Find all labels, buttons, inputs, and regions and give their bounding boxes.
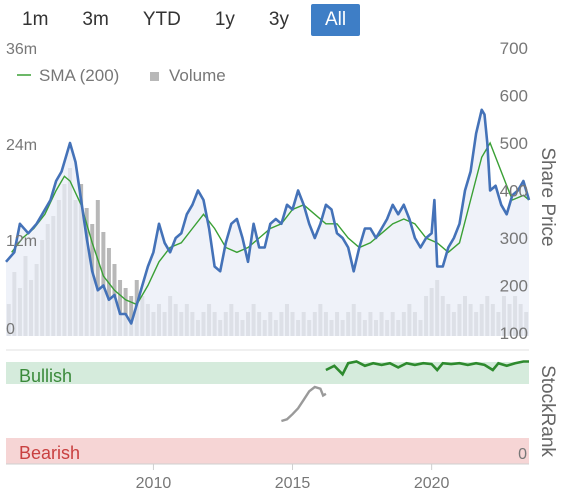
- share-price-axis-title: Share Price: [537, 147, 558, 246]
- volume-tick-24m: 24m: [6, 137, 37, 154]
- sma-legend-label[interactable]: SMA (200): [39, 66, 119, 85]
- price-tick-700: 700: [500, 39, 528, 58]
- x-tick-2015: 2015: [275, 475, 311, 491]
- series-lines: [5, 108, 531, 423]
- volume-tick-12m: 12m: [6, 233, 37, 250]
- price-area-fill: [6, 109, 529, 336]
- volume-legend-swatch: [150, 72, 159, 81]
- price-tick-400: 400: [500, 182, 528, 201]
- volume-bar-21: [123, 288, 128, 336]
- price-tick-600: 600: [500, 87, 528, 106]
- volume-bar-18: [106, 248, 111, 336]
- range-button-3m[interactable]: 3m: [70, 4, 120, 36]
- price-tick-300: 300: [500, 229, 528, 248]
- stockrank-zero-label: 0: [518, 446, 527, 463]
- volume-tick-36m: 36m: [6, 41, 37, 58]
- price-area: [6, 109, 529, 336]
- bearish-label: Bearish: [19, 443, 80, 463]
- stockrank-line: [325, 360, 529, 377]
- range-button-1m[interactable]: 1m: [10, 4, 60, 36]
- price-tick-200: 200: [500, 277, 528, 296]
- share-price-line: [5, 108, 531, 325]
- range-button-3y[interactable]: 3y: [257, 4, 301, 36]
- volume-legend-label[interactable]: Volume: [169, 66, 226, 85]
- volume-bar-17: [101, 232, 106, 336]
- bullish-label: Bullish: [19, 366, 72, 386]
- x-tick-2010: 2010: [136, 475, 172, 491]
- price-tick-500: 500: [500, 134, 528, 153]
- stockrank-early-line: [281, 385, 327, 423]
- axis-labels: 100 200 300 400 500 600 700 0 12m 24m 36m 2010 2015 2…: [6, 39, 528, 491]
- volume-tick-0: 0: [6, 321, 15, 338]
- volume-bar-20: [118, 280, 123, 336]
- range-button-all[interactable]: All: [310, 4, 361, 36]
- range-button-1y[interactable]: 1y: [203, 4, 247, 36]
- stockrank-axis-title: StockRank: [537, 365, 558, 457]
- range-button-ytd[interactable]: YTD: [131, 4, 193, 36]
- price-tick-100: 100: [500, 324, 528, 343]
- range-selector: 1m 3m YTD 1y 3y All: [10, 4, 370, 36]
- legend[interactable]: SMA (200) Volume: [17, 66, 226, 85]
- bearish-band: [6, 438, 529, 464]
- volume-bar-22: [129, 296, 134, 336]
- volume-bar-16: [95, 200, 100, 336]
- x-tick-2020: 2020: [414, 475, 450, 491]
